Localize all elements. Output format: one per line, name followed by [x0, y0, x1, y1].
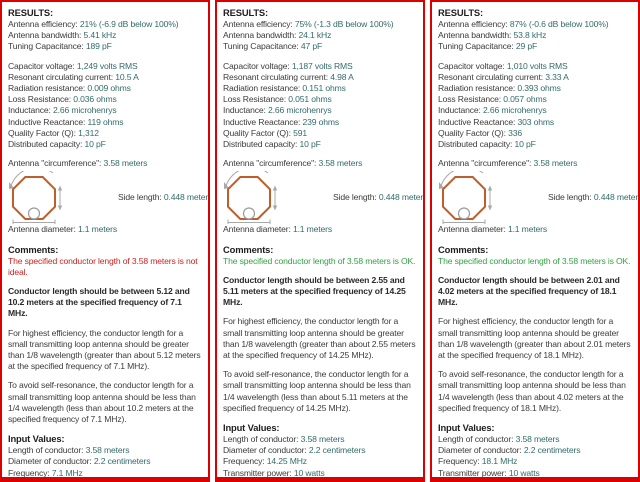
distributed-capacity-row: Distributed capacity: 10 pF — [8, 139, 106, 150]
conductor-range-note: Conductor length should be between 2.01 … — [438, 274, 620, 308]
octagon-loop-icon — [439, 171, 493, 225]
radiation-resistance-row: Radiation resistance: 0.393 ohms — [438, 83, 561, 94]
distributed-capacity-row: Distributed capacity: 10 pF — [438, 139, 536, 150]
self-resonance-note: To avoid self-resonance, the conductor l… — [223, 369, 411, 413]
conductor-length-input-row: Length of conductor: 3.58 meters — [8, 445, 130, 456]
antenna-efficiency-row: Antenna efficiency: 75% (-1.3 dB below 1… — [223, 19, 394, 29]
efficiency-note: For highest efficiency, the conductor le… — [223, 316, 416, 361]
circulating-current-row: Resonant circulating current: 4.98 A — [223, 71, 354, 82]
quality-factor-row: Quality Factor (Q): 1,312 — [8, 127, 99, 138]
capacitor-voltage-row: Capacitor voltage: 1,249 volts RMS — [8, 60, 138, 71]
antenna-diameter-row: Antenna diameter: 1.1 meters — [223, 224, 333, 235]
self-resonance-note: To avoid self-resonance, the conductor l… — [438, 369, 626, 413]
transmitter-power-input-row: Transmitter power: 10 watts — [438, 467, 540, 478]
antenna-diameter-row: Antenna diameter: 1.1 meters — [438, 224, 548, 235]
tuning-capacitance-row: Tuning Capacitance: 29 pF — [438, 41, 538, 52]
inductive-reactance-row: Inductive Reactance: 303 ohms — [438, 116, 555, 127]
conductor-diameter-input-row: Diameter of conductor: 2.2 centimeters — [223, 445, 366, 456]
capacitor-voltage-row: Capacitor voltage: 1,187 volts RMS — [223, 60, 353, 71]
capacitor-voltage-row: Capacitor voltage: 1,010 volts RMS — [438, 60, 568, 71]
results-panel-18.1mhz: RESULTS: Antenna efficiency: 87% (-0.6 d… — [430, 0, 640, 482]
circumference-row: Antenna "circumference": 3.58 meters — [8, 158, 148, 169]
results-heading: RESULTS: — [223, 7, 268, 18]
conductor-range-note: Conductor length should be between 5.12 … — [8, 286, 190, 319]
results-heading: RESULTS: — [438, 7, 483, 18]
loss-resistance-row: Loss Resistance: 0.057 ohms — [438, 94, 547, 105]
antenna-bandwidth-row: Antenna bandwidth: 53.8 kHz — [438, 30, 547, 41]
antenna-bandwidth-row: Antenna bandwidth: 24.1 kHz — [223, 30, 332, 41]
efficiency-note: For highest efficiency, the conductor le… — [8, 327, 201, 372]
inductance-row: Inductance: 2.66 microhenrys — [223, 105, 332, 116]
loop-antenna-diagram: Side length: 0.448 meters — [223, 171, 423, 225]
loss-resistance-row: Loss Resistance: 0.051 ohms — [223, 94, 332, 105]
inductive-reactance-row: Inductive Reactance: 119 ohms — [8, 116, 124, 127]
antenna-efficiency-row: Antenna efficiency: 21% (-6.9 dB below 1… — [8, 19, 179, 29]
antenna-bandwidth-row: Antenna bandwidth: 5.41 kHz — [8, 30, 117, 41]
results-panel-7.1mhz: RESULTS: Antenna efficiency: 21% (-6.9 d… — [0, 0, 210, 482]
results-panel-14.25mhz: RESULTS: Antenna efficiency: 75% (-1.3 d… — [215, 0, 425, 482]
quality-factor-row: Quality Factor (Q): 591 — [223, 127, 307, 138]
circulating-current-row: Resonant circulating current: 3.33 A — [438, 71, 569, 82]
comment-text: The specified conductor length of 3.58 m… — [223, 255, 416, 266]
conductor-length-input-row: Length of conductor: 3.58 meters — [438, 434, 560, 445]
side-length-label: Side length: 0.448 meters — [118, 192, 210, 203]
results-heading: RESULTS: — [8, 7, 53, 18]
comment-text: The specified conductor length of 3.58 m… — [8, 255, 198, 277]
self-resonance-note: To avoid self-resonance, the conductor l… — [8, 380, 196, 425]
tuning-capacitance-row: Tuning Capacitance: 189 pF — [8, 41, 112, 52]
loop-antenna-diagram: Side length: 0.448 meters — [8, 171, 208, 225]
conductor-range-note: Conductor length should be between 2.55 … — [223, 274, 406, 308]
comments-heading: Comments: — [8, 243, 59, 255]
conductor-diameter-input-row: Diameter of conductor: 2.2 centimeters — [8, 456, 151, 467]
inductance-row: Inductance: 2.66 microhenrys — [8, 105, 117, 116]
side-length-label: Side length: 0.448 meters — [333, 192, 425, 203]
comment-text: The specified conductor length of 3.58 m… — [438, 255, 631, 266]
radiation-resistance-row: Radiation resistance: 0.151 ohms — [223, 83, 346, 94]
frequency-input-row: Frequency: 18.1 MHz — [438, 456, 518, 467]
side-length-label: Side length: 0.448 meters — [548, 192, 640, 203]
efficiency-note: For highest efficiency, the conductor le… — [438, 316, 631, 361]
conductor-length-input-row: Length of conductor: 3.58 meters — [223, 434, 345, 445]
comments-heading: Comments: — [438, 243, 489, 255]
input-values-heading: Input Values: — [8, 433, 65, 445]
frequency-input-row: Frequency: 7.1 MHz — [8, 467, 83, 478]
input-values-heading: Input Values: — [438, 422, 495, 434]
loss-resistance-row: Loss Resistance: 0.036 ohms — [8, 94, 117, 105]
circumference-row: Antenna "circumference": 3.58 meters — [223, 158, 363, 169]
circulating-current-row: Resonant circulating current: 10.5 A — [8, 71, 139, 82]
comments-heading: Comments: — [223, 243, 274, 255]
distributed-capacity-row: Distributed capacity: 10 pF — [223, 139, 321, 150]
inductance-row: Inductance: 2.66 microhenrys — [438, 105, 547, 116]
antenna-efficiency-row: Antenna efficiency: 87% (-0.6 dB below 1… — [438, 19, 609, 29]
frequency-input-row: Frequency: 14.25 MHz — [223, 456, 307, 467]
octagon-loop-icon — [224, 171, 278, 225]
radiation-resistance-row: Radiation resistance: 0.009 ohms — [8, 83, 131, 94]
inductive-reactance-row: Inductive Reactance: 239 ohms — [223, 116, 340, 127]
octagon-loop-icon — [9, 171, 63, 225]
input-values-heading: Input Values: — [223, 422, 280, 434]
transmitter-power-input-row: Transmitter power: 10 watts — [223, 467, 325, 478]
loop-antenna-diagram: Side length: 0.448 meters — [438, 171, 638, 225]
tuning-capacitance-row: Tuning Capacitance: 47 pF — [223, 41, 323, 52]
circumference-row: Antenna "circumference": 3.58 meters — [438, 158, 578, 169]
quality-factor-row: Quality Factor (Q): 336 — [438, 127, 522, 138]
conductor-diameter-input-row: Diameter of conductor: 2.2 centimeters — [438, 445, 581, 456]
antenna-diameter-row: Antenna diameter: 1.1 meters — [8, 224, 118, 235]
